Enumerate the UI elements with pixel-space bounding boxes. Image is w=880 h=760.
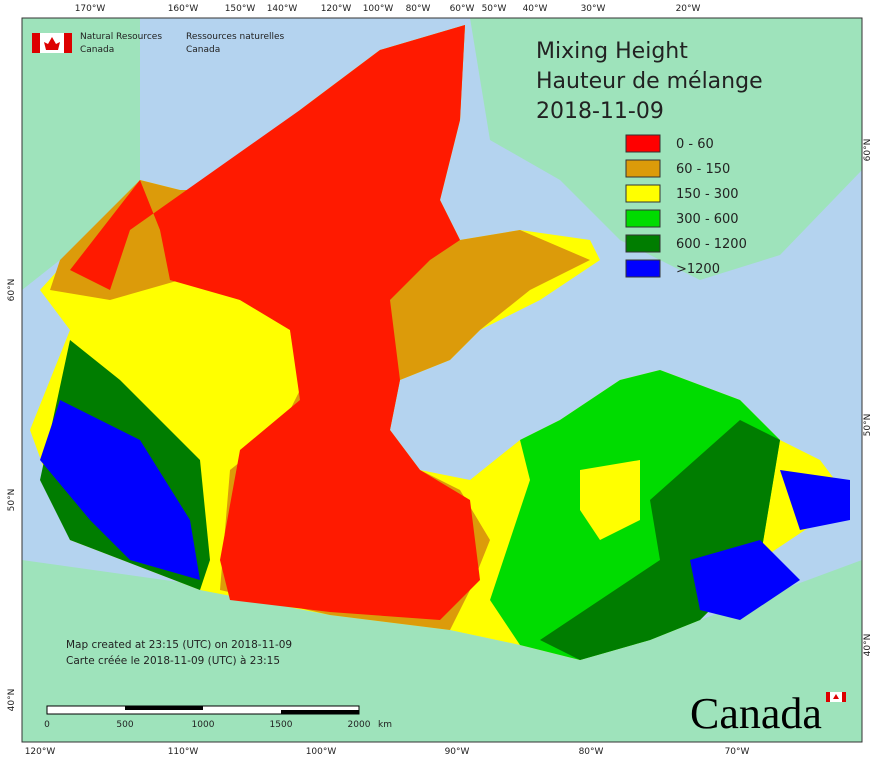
longitude-label: 100°W [306,747,337,757]
united-states [22,560,862,742]
map-frame [21,17,863,743]
zone-blue-maritimes [690,540,800,620]
longitude-label: 80°W [579,747,604,757]
zone-yellow-quebec [580,460,640,540]
legend-label: 150 - 300 [676,187,739,202]
longitude-label: 120°W [25,747,56,757]
department-fr: Canada [186,45,220,55]
latitude-label: 50°N [7,489,17,512]
latitude-label: 50°N [863,414,873,437]
scale-label: 0 [44,720,50,730]
alaska [22,18,140,290]
longitude-label: 80°W [406,4,431,14]
legend-swatch [625,184,661,203]
greenland [470,18,862,280]
latitude-label: 60°N [863,139,873,162]
title: 2018-11-09 [536,99,664,124]
map-note: Carte créée le 2018-11-09 (UTC) à 23:15 [66,655,280,667]
legend-label: 600 - 1200 [676,237,747,252]
legend-label: 0 - 60 [676,137,714,152]
wordmark-flag [826,692,846,702]
department-fr: Ressources naturelles [186,32,285,42]
department-en: Natural Resources [80,32,162,42]
longitude-label: 50°W [482,4,507,14]
longitude-label: 120°W [321,4,352,14]
latitude-label: 40°N [7,689,17,712]
zone-blue-west [40,400,200,580]
longitude-label: 90°W [445,747,470,757]
longitude-label: 140°W [267,4,298,14]
canada-wordmark: Canada [690,689,822,738]
zone-blue-east [780,470,850,530]
longitude-label: 110°W [168,747,199,757]
legend-label: >1200 [676,262,720,277]
legend-swatch [625,259,661,278]
legend-swatch [625,159,661,178]
latitude-label: 40°N [863,634,873,657]
zone-red [70,25,480,620]
longitude-label: 60°W [450,4,475,14]
scale-label: 1000 [192,720,215,730]
department-en: Canada [80,45,114,55]
legend-label: 60 - 150 [676,162,730,177]
longitude-label: 70°W [725,747,750,757]
legend-swatch [625,234,661,253]
longitude-label: 150°W [225,4,256,14]
longitude-label: 100°W [363,4,394,14]
scale-label: 500 [116,720,133,730]
scale-unit: km [378,720,392,730]
legend-swatch [625,209,661,228]
longitude-label: 40°W [523,4,548,14]
latitude-label: 60°N [7,279,17,302]
nrcan-flag [32,33,72,53]
longitude-label: 160°W [168,4,199,14]
map-note: Map created at 23:15 (UTC) on 2018-11-09 [66,639,292,651]
legend-label: 300 - 600 [676,212,739,227]
longitude-label: 170°W [75,4,106,14]
title: Mixing Height [536,39,688,64]
longitude-label: 30°W [581,4,606,14]
longitude-label: 20°W [676,4,701,14]
scale-label: 1500 [270,720,293,730]
legend-swatch [625,134,661,153]
scale-bar [46,705,360,715]
scale-label: 2000 [348,720,371,730]
title: Hauteur de mélange [536,69,763,94]
